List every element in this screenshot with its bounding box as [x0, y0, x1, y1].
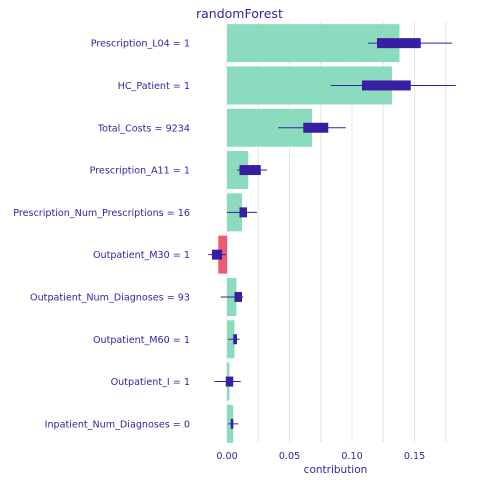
- category-label: Inpatient_Num_Diagnoses = 0: [45, 419, 190, 430]
- boxplot-box: [377, 38, 421, 49]
- boxplot-box: [233, 334, 237, 345]
- category-labels: Prescription_L04 = 1 HC_Patient = 1 Total_…: [13, 39, 190, 431]
- category-label: HC_Patient = 1: [118, 81, 190, 92]
- boxplot-box: [225, 376, 234, 387]
- category-label: Outpatient_M30 = 1: [93, 250, 190, 261]
- category-label: Outpatient_I = 1: [111, 377, 190, 388]
- category-label: Prescription_Num_Prescriptions = 16: [13, 208, 190, 219]
- category-label: Outpatient_M60 = 1: [93, 335, 190, 346]
- category-label: Outpatient_Num_Diagnoses = 93: [30, 292, 190, 303]
- x-tick-label: 0.15: [404, 451, 425, 462]
- boxplot-box: [212, 249, 222, 260]
- x-axis-label: contribution: [304, 464, 368, 476]
- boxplot-box: [239, 207, 247, 218]
- boxplot-box: [230, 418, 234, 429]
- boxplot-box: [362, 80, 411, 91]
- x-tick-label: 0.00: [216, 451, 237, 462]
- x-tick-labels: 0.00 0.05 0.10 0.15: [216, 451, 425, 462]
- boxplots: [208, 38, 456, 429]
- category-label: Total_Costs = 9234: [97, 123, 190, 134]
- boxplot-box: [303, 122, 329, 133]
- x-tick-label: 0.05: [279, 451, 300, 462]
- chart-title: randomForest: [196, 6, 283, 21]
- boxplot-box: [234, 291, 242, 302]
- x-tick-label: 0.10: [341, 451, 362, 462]
- boxplot-box: [239, 165, 261, 176]
- category-label: Prescription_A11 = 1: [90, 166, 190, 177]
- category-label: Prescription_L04 = 1: [91, 39, 190, 50]
